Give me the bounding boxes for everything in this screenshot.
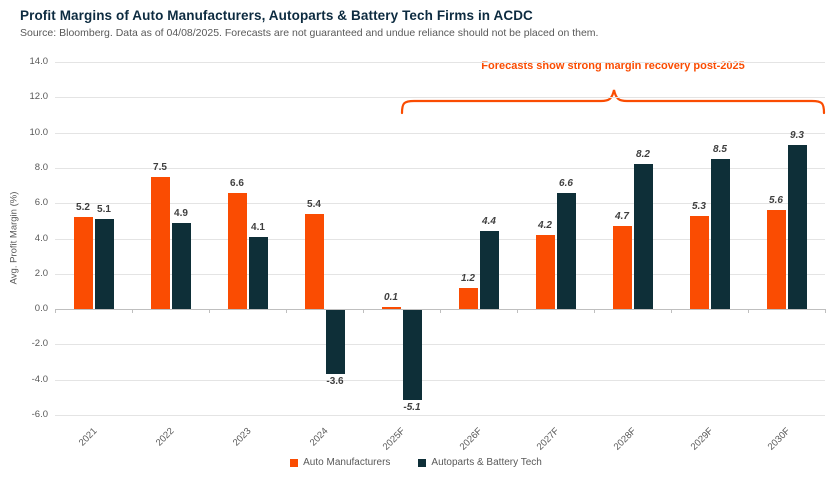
bar-auto-manufacturers — [458, 287, 478, 310]
y-axis-tick-label: -4.0 — [31, 373, 48, 385]
bar-value-label: 5.4 — [307, 198, 321, 210]
gridline — [55, 344, 825, 346]
bar-autoparts-battery-tech — [710, 159, 730, 310]
y-axis-tick-label: 14.0 — [29, 56, 49, 67]
forecast-annotation: Forecasts show strong margin recovery po… — [481, 60, 745, 72]
y-axis-tick-label: 2.0 — [34, 267, 48, 279]
bar-value-label: 8.2 — [636, 149, 650, 161]
category-axis-tick — [671, 309, 672, 314]
bar-value-label: 9.3 — [790, 130, 804, 141]
gridline — [55, 97, 825, 99]
gridline — [55, 379, 825, 381]
category-axis-tick — [363, 309, 364, 314]
bar-auto-manufacturers — [227, 192, 247, 310]
y-axis-tick-label: 4.0 — [34, 232, 48, 244]
bar-value-label: 0.1 — [384, 292, 398, 304]
bar-autoparts-battery-tech — [248, 236, 268, 310]
bar-autoparts-battery-tech — [633, 164, 653, 310]
bar-auto-manufacturers — [535, 235, 555, 310]
bar-auto-manufacturers — [73, 217, 93, 310]
chart-source-note: Source: Bloomberg. Data as of 04/08/2025… — [20, 27, 599, 39]
bar-value-label: 5.2 — [76, 202, 90, 214]
bar-value-label: 4.2 — [538, 220, 552, 231]
legend-label: Autoparts & Battery Tech — [431, 457, 542, 468]
bar-autoparts-battery-tech — [479, 231, 499, 310]
legend-swatch-icon — [290, 458, 299, 467]
y-axis-tick-label: -6.0 — [31, 409, 48, 420]
gridline — [55, 203, 825, 205]
category-axis-tick — [55, 309, 56, 314]
legend-item: Auto Manufacturers — [290, 457, 390, 468]
y-axis-tick-label: 6.0 — [34, 197, 48, 209]
chart-title: Profit Margins of Auto Manufacturers, Au… — [20, 8, 533, 23]
forecast-brace-icon — [400, 89, 826, 115]
bar-autoparts-battery-tech — [94, 219, 114, 310]
gridline — [55, 238, 825, 240]
category-axis-tick — [594, 309, 595, 314]
y-axis-tick-label: 10.0 — [29, 126, 49, 138]
bar-value-label: 4.1 — [251, 221, 265, 233]
y-axis-tick-label: -2.0 — [31, 338, 48, 350]
y-axis-tick-label: 0.0 — [34, 303, 48, 315]
bar-value-label: -5.1 — [403, 402, 421, 414]
y-axis-tick-label: 12.0 — [29, 91, 49, 103]
bar-auto-manufacturers — [304, 213, 324, 310]
category-axis-tick — [517, 309, 518, 314]
gridline — [55, 273, 825, 275]
gridline — [55, 62, 825, 63]
gridline — [55, 132, 825, 134]
legend-swatch-icon — [418, 458, 427, 467]
bar-value-label: 6.6 — [559, 177, 573, 189]
bar-value-label: 5.3 — [692, 200, 706, 212]
bar-autoparts-battery-tech — [171, 222, 191, 310]
legend-item: Autoparts & Battery Tech — [418, 457, 542, 468]
bar-autoparts-battery-tech — [325, 310, 345, 374]
bar-value-label: 8.5 — [713, 144, 727, 156]
category-axis-tick — [825, 309, 826, 314]
bar-auto-manufacturers — [612, 226, 632, 310]
bar-value-label: 4.7 — [615, 211, 629, 223]
bar-autoparts-battery-tech — [556, 192, 576, 310]
gridline — [55, 415, 825, 416]
bar-value-label: 7.5 — [153, 161, 167, 173]
bar-auto-manufacturers — [381, 307, 401, 310]
bar-autoparts-battery-tech — [402, 310, 422, 401]
category-axis-tick — [748, 309, 749, 314]
y-axis-tick-label: 8.0 — [34, 161, 48, 173]
bar-value-label: 6.6 — [230, 177, 244, 189]
legend-label: Auto Manufacturers — [303, 457, 391, 468]
bar-auto-manufacturers — [150, 176, 170, 310]
category-axis-tick — [132, 309, 133, 314]
legend: Auto Manufacturers Autoparts & Battery Te… — [0, 457, 832, 468]
bar-value-label: 5.1 — [97, 204, 111, 216]
category-axis-tick — [286, 309, 287, 314]
gridline — [55, 167, 825, 169]
category-axis-tick — [209, 309, 210, 314]
bar-value-label: -3.6 — [326, 375, 344, 387]
bar-auto-manufacturers — [766, 210, 786, 310]
bar-autoparts-battery-tech — [787, 145, 807, 310]
bar-auto-manufacturers — [689, 215, 709, 310]
bar-value-label: 5.6 — [769, 195, 783, 207]
category-axis-tick — [440, 309, 441, 314]
bar-value-label: 4.4 — [482, 216, 496, 228]
bar-value-label: 4.9 — [174, 207, 188, 219]
bar-value-label: 1.2 — [461, 272, 475, 284]
